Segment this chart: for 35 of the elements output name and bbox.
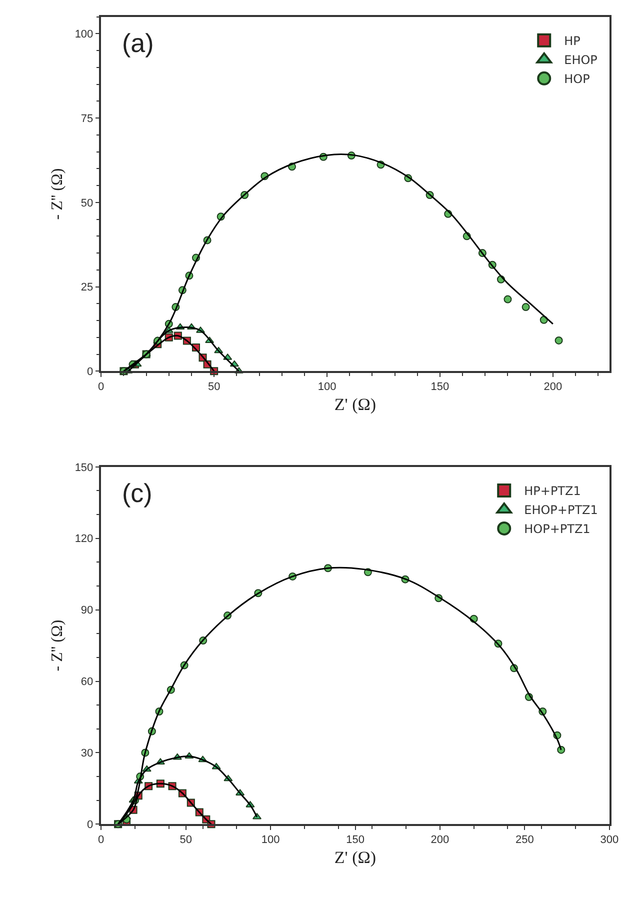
x-tick-label: 0 xyxy=(98,834,104,846)
x-tick-label: 150 xyxy=(430,381,450,394)
y-tick-label: 0 xyxy=(87,819,94,832)
legend-label: HOP+PTZ1 xyxy=(524,522,590,536)
x-tick-label: 150 xyxy=(346,834,364,846)
x-tick-label: 250 xyxy=(516,834,534,846)
x-axis-title: Z' (Ω) xyxy=(334,395,376,414)
y-tick-label: 60 xyxy=(80,676,94,688)
x-tick-label: 300 xyxy=(600,834,619,846)
y-axis-title: - Z'' (Ω) xyxy=(49,620,66,672)
legend-label: HOP xyxy=(564,72,590,86)
text: (c) xyxy=(122,478,152,508)
y-axis-title: - Z'' (Ω) xyxy=(49,168,66,220)
y-tick-label: 75 xyxy=(80,112,94,125)
y-tick-label: 90 xyxy=(80,604,94,617)
x-tick-label: 0 xyxy=(98,381,104,394)
x-tick-label: 50 xyxy=(208,381,220,394)
text: (a) xyxy=(122,28,154,58)
legend-label: HP+PTZ1 xyxy=(524,484,581,498)
x-tick-label: 200 xyxy=(430,834,450,846)
y-tick-label: 50 xyxy=(80,197,94,210)
x-tick-label: 100 xyxy=(261,834,280,846)
x-tick-label: 50 xyxy=(180,834,192,846)
legend-label: EHOP xyxy=(564,53,598,68)
x-tick-label: 100 xyxy=(318,381,336,394)
y-tick-label: 100 xyxy=(74,28,94,41)
y-tick-label: 120 xyxy=(74,533,94,546)
y-tick-label: 25 xyxy=(80,282,94,294)
x-tick-label: 200 xyxy=(544,381,562,394)
y-tick-label: 150 xyxy=(74,462,94,474)
legend-label: HP xyxy=(564,34,580,48)
x-axis-title: Z' (Ω) xyxy=(334,848,376,868)
y-tick-label: 30 xyxy=(80,748,94,760)
y-tick-label: 0 xyxy=(87,366,94,378)
legend-label: EHOP+PTZ1 xyxy=(524,503,598,518)
